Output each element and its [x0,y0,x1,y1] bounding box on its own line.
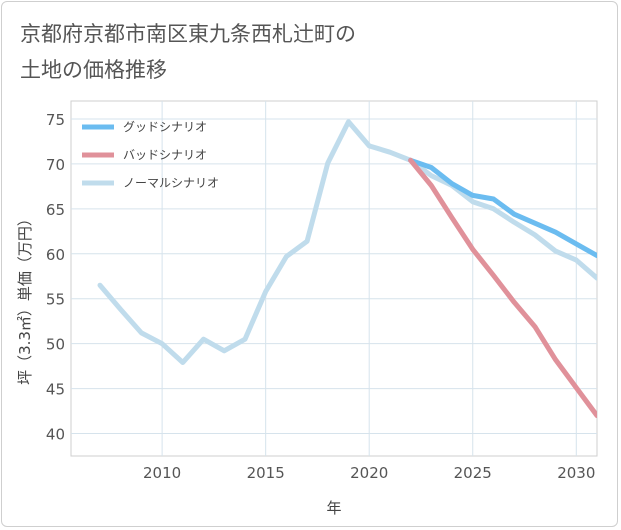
plot-area [70,100,598,457]
y-tick-label: 40 [46,426,65,444]
tick-labels: 40 45 50 55 60 65 70 75 2010 2015 2020 2025 2030 [46,111,595,482]
series-line-1 [408,157,597,259]
y-tick-label: 75 [46,111,65,129]
x-tick-label: 2020 [350,464,388,482]
x-axis-label: 年 [326,499,341,517]
legend-label: ノーマルシナリオ [123,176,219,190]
grid [71,101,597,456]
y-axis-label: 坪（3.3㎡）単価（万円） [16,211,34,385]
series-lines [97,119,597,419]
legend-label: グッドシナリオ [123,120,207,134]
y-tick-label: 70 [46,156,65,174]
x-tick-label: 2015 [247,464,285,482]
series-line-2 [408,157,597,419]
x-tick-label: 2030 [557,464,595,482]
y-tick-label: 50 [46,336,65,354]
chart-title: 京都府京都市南区東九条西札辻町の 土地の価格推移 [20,22,356,82]
y-tick-label: 55 [46,291,65,309]
legend-label: バッドシナリオ [123,148,207,162]
y-tick-label: 60 [46,246,65,264]
y-tick-label: 45 [46,381,65,399]
series-line-3 [97,119,597,365]
x-tick-label: 2025 [454,464,492,482]
y-tick-label: 65 [46,201,65,219]
x-tick-label: 2010 [143,464,181,482]
